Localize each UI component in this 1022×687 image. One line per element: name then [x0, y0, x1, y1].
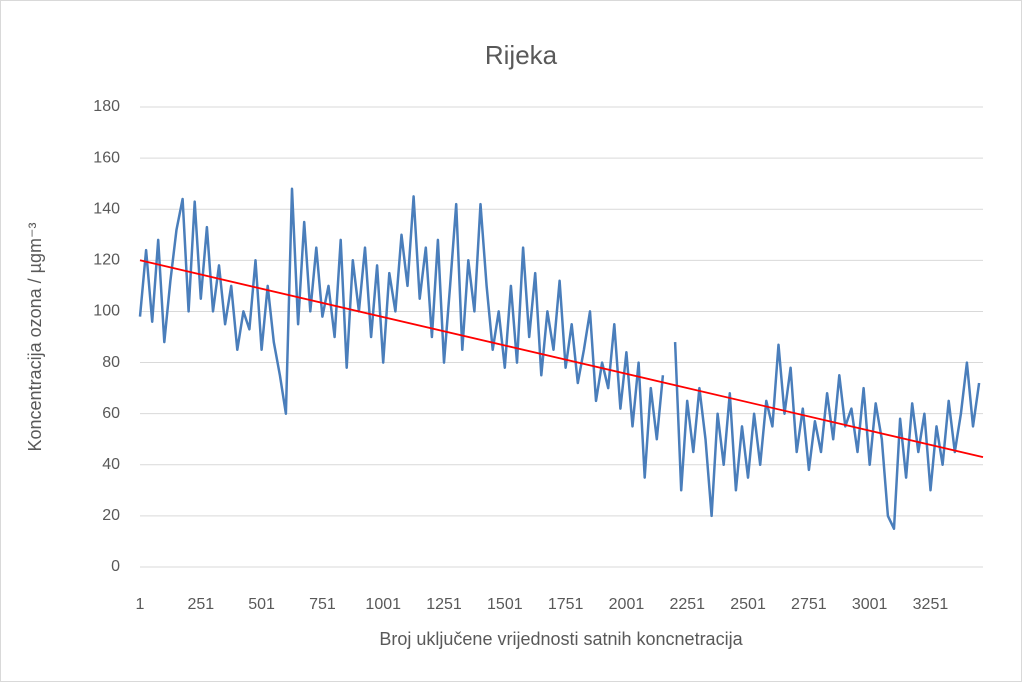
y-tick-label: 160: [93, 149, 120, 166]
x-tick-label: 501: [248, 596, 275, 613]
trend-line: [139, 259, 984, 458]
y-tick-label: 20: [102, 507, 120, 524]
data-line: [138, 187, 981, 530]
y-tick-label: 140: [93, 200, 120, 217]
y-tick-label: 40: [102, 456, 120, 473]
x-tick-label: 1251: [426, 596, 462, 613]
y-tick-label: 120: [93, 252, 120, 269]
y-tick-label: 0: [111, 558, 120, 575]
x-tick-label: 3001: [852, 596, 888, 613]
x-tick-label: 1751: [548, 596, 584, 613]
y-tick-label: 60: [102, 405, 120, 422]
x-tick-label: 251: [187, 596, 214, 613]
y-tick-label: 180: [93, 98, 120, 115]
x-tick-label: 1: [136, 596, 145, 613]
x-axis-title: Broj uključene vrijednosti satnih koncne…: [379, 629, 743, 649]
x-tick-label: 1501: [487, 596, 523, 613]
x-tick-label: 1001: [365, 596, 401, 613]
chart-title: Rijeka: [485, 40, 558, 70]
y-tick-label: 80: [102, 354, 120, 371]
x-tick-label: 751: [309, 596, 336, 613]
x-tick-label: 3251: [913, 596, 949, 613]
y-tick-label: 100: [93, 303, 120, 320]
x-tick-label: 2001: [609, 596, 645, 613]
y-axis-title: Koncentracija ozona / µgm⁻³: [25, 223, 45, 452]
x-tick-label: 2751: [791, 596, 827, 613]
x-tick-label: 2251: [669, 596, 705, 613]
x-tick-label: 2501: [730, 596, 766, 613]
